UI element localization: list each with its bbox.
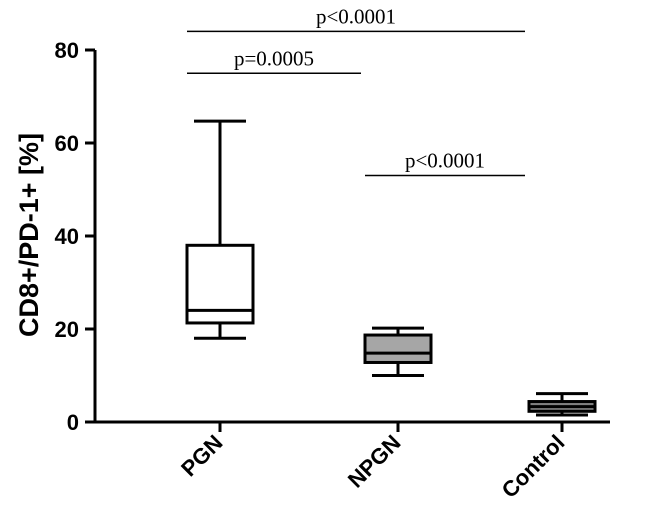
x-tick-label-control: Control <box>497 430 570 503</box>
annotation-label-0: p<0.0001 <box>316 4 396 28</box>
box-npgn <box>363 326 433 377</box>
y-tick-label-60: 60 <box>55 131 79 156</box>
y-tick-label-80: 80 <box>55 38 79 63</box>
annotation-1: p=0.0005 <box>187 46 361 74</box>
x-tick-label-pgn: PGN <box>176 430 227 481</box>
x-tick-label-npgn: NPGN <box>343 430 406 493</box>
annotation-label-2: p<0.0001 <box>405 149 485 173</box>
axes: 0 20 40 60 80 PGN NPGN Control <box>55 38 610 503</box>
y-tick-label-40: 40 <box>55 224 79 249</box>
annotation-2: p<0.0001 <box>365 149 525 177</box>
box-pgn <box>185 119 255 340</box>
y-axis-label: CD8+/PD-1+ [%] <box>14 133 44 337</box>
y-tick-label-0: 0 <box>67 410 79 435</box>
annotation-label-1: p=0.0005 <box>234 46 314 70</box>
iqr-box-npgn <box>363 333 433 364</box>
box-control <box>527 392 597 417</box>
boxes <box>185 119 597 417</box>
annotation-0: p<0.0001 <box>187 4 525 33</box>
y-tick-label-20: 20 <box>55 317 79 342</box>
